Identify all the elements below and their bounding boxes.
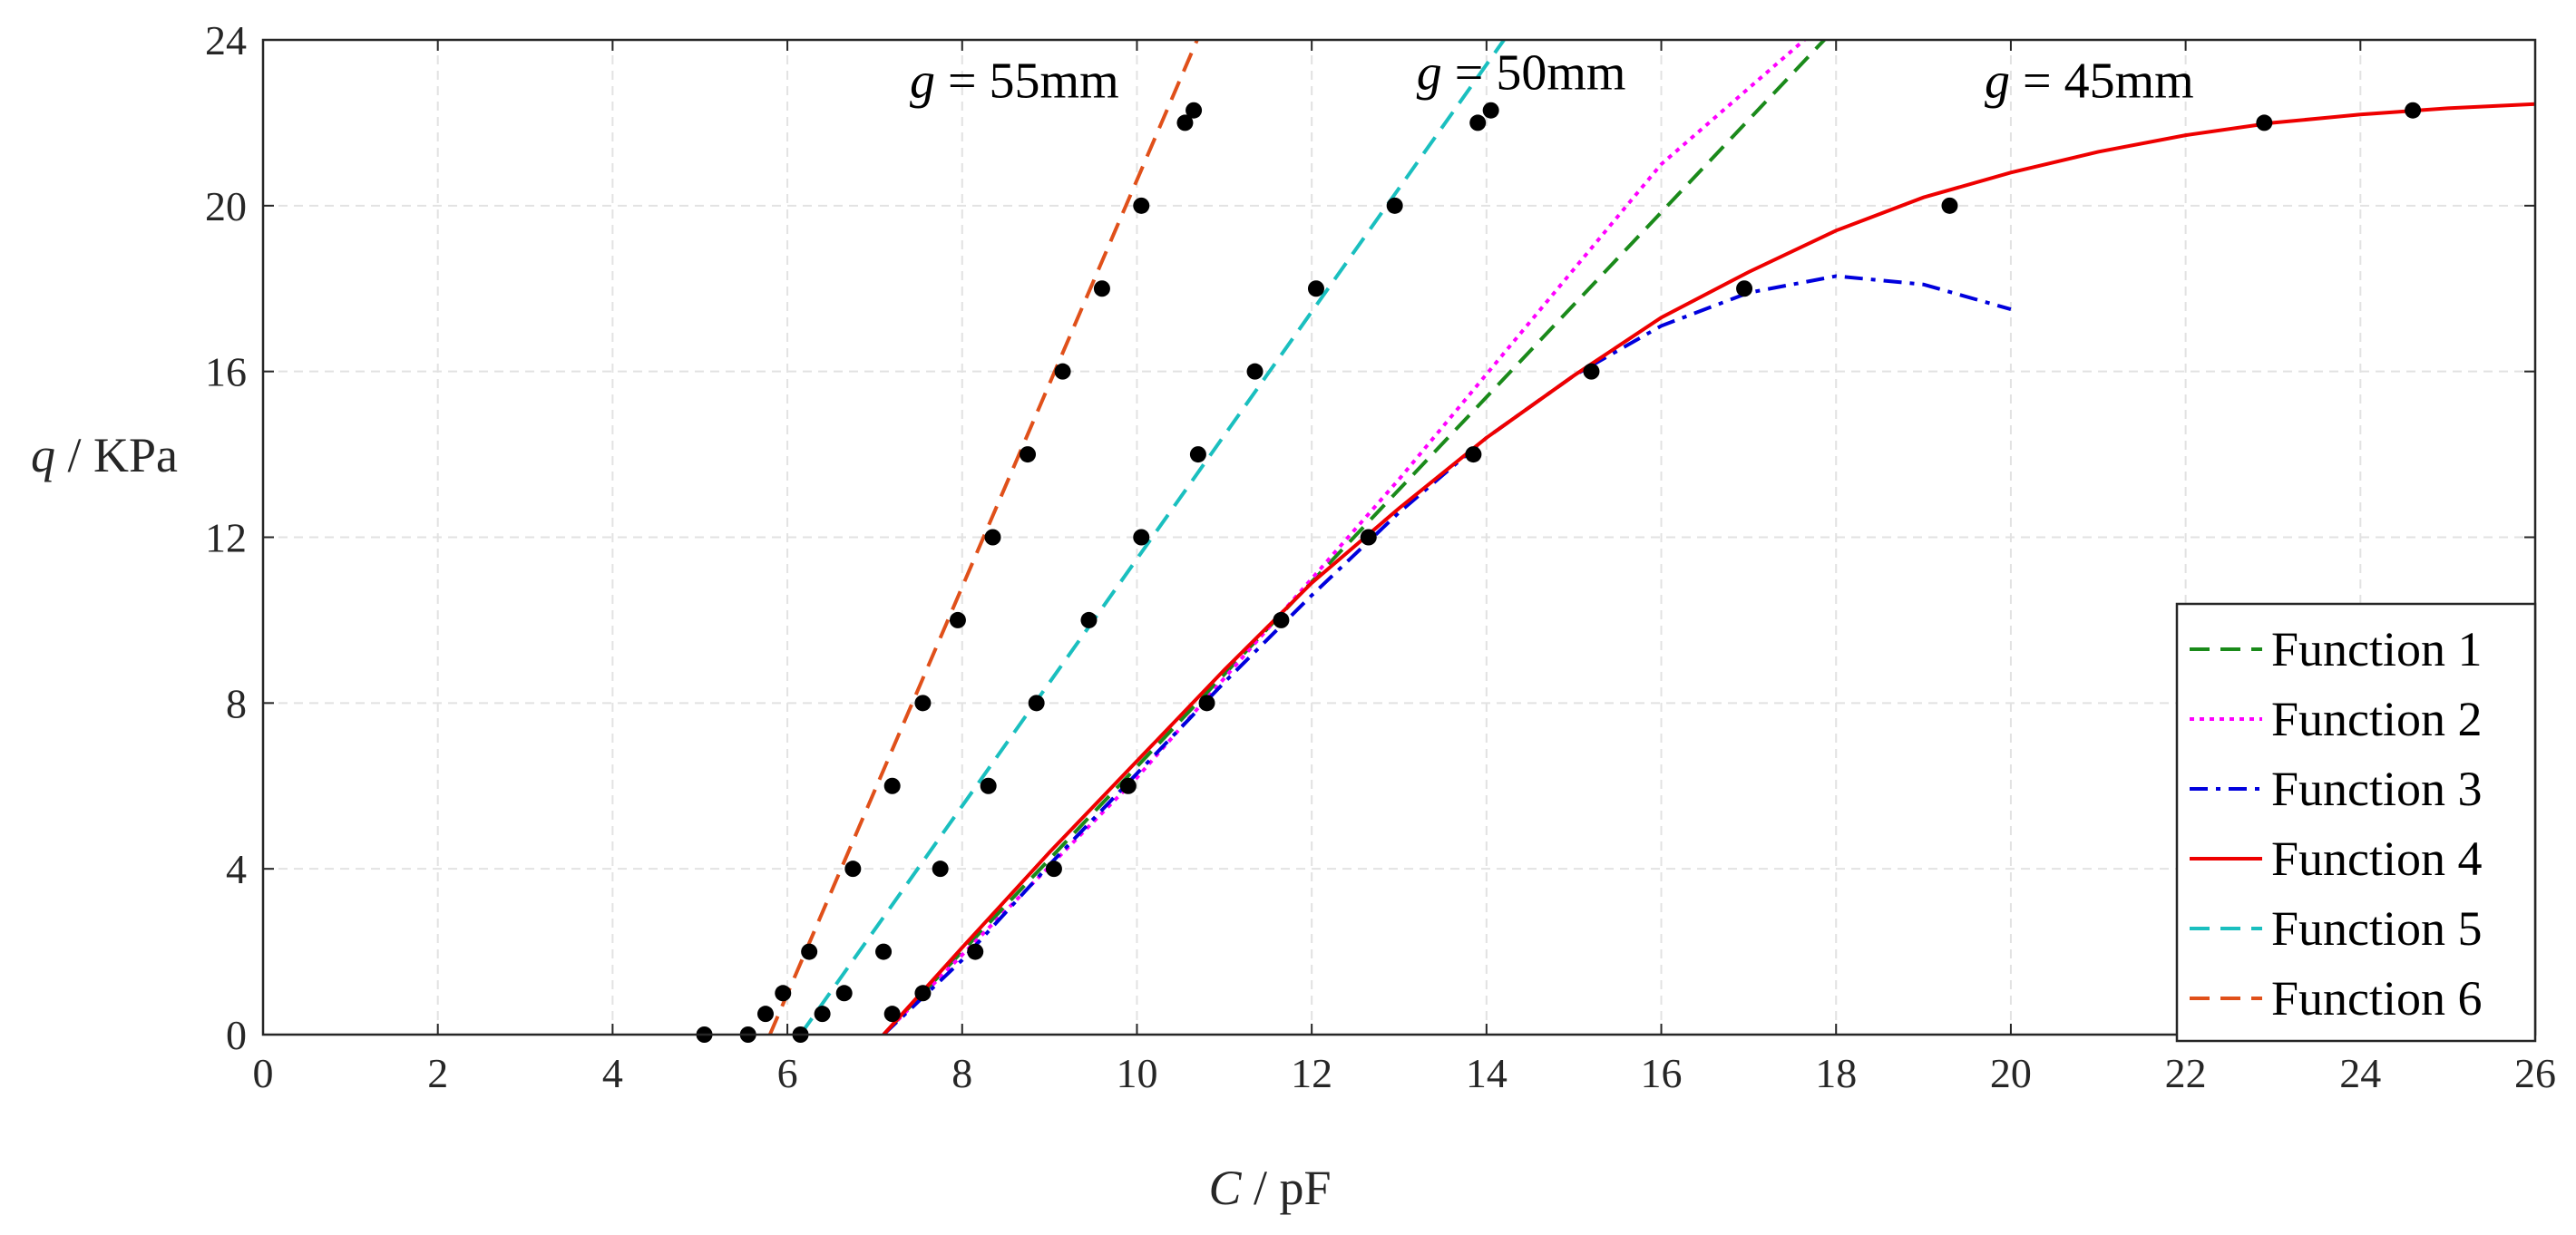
x-tick-label: 26: [2514, 1050, 2556, 1096]
data-point: [2405, 102, 2422, 119]
y-tick-label: 8: [226, 680, 247, 726]
x-tick-label: 18: [1815, 1050, 1857, 1096]
data-point: [1093, 280, 1110, 297]
x-tick-label: 0: [253, 1050, 274, 1096]
x-tick-label: 22: [2165, 1050, 2207, 1096]
annotation-gap: g = 45mm: [1985, 53, 2194, 110]
y-tick-label: 16: [205, 349, 247, 395]
gap-annotations: g = 55mm g = 50mm g = 45mm: [910, 45, 2194, 110]
data-point: [1189, 446, 1206, 463]
data-point: [1045, 861, 1062, 878]
data-point: [801, 943, 818, 960]
data-point: [814, 1006, 831, 1023]
data-point: [1176, 114, 1194, 131]
legend-label: Function 3: [2271, 762, 2483, 816]
data-point: [1186, 102, 1203, 119]
y-tick-label: 20: [205, 183, 247, 229]
x-axis-title: C / pF: [1208, 1161, 1331, 1215]
data-point: [967, 943, 984, 960]
annotation-gap: g = 50mm: [1417, 45, 1626, 102]
data-point: [1246, 363, 1264, 380]
data-point: [980, 777, 997, 794]
data-point: [1119, 777, 1137, 794]
measured-points: [696, 102, 2422, 1043]
x-tick-label: 20: [1990, 1050, 2032, 1096]
data-point: [2256, 114, 2273, 131]
x-tick-label: 2: [427, 1050, 448, 1096]
series-line-function-5: [798, 40, 1507, 1035]
legend-label: Function 1: [2271, 622, 2483, 676]
data-point: [1054, 363, 1071, 380]
x-tick-label: 16: [1641, 1050, 1683, 1096]
data-point: [914, 985, 932, 1002]
annotation-gap: g = 55mm: [910, 53, 1119, 110]
data-point: [1133, 197, 1150, 214]
x-tick-label: 24: [2339, 1050, 2381, 1096]
x-tick-label: 6: [777, 1050, 798, 1096]
data-point: [1386, 197, 1403, 214]
data-point: [1273, 611, 1290, 628]
series-line-function-1: [882, 40, 1827, 1035]
legend-label: Function 4: [2271, 831, 2483, 886]
y-tick-label: 0: [226, 1012, 247, 1058]
legend-box: [2175, 602, 2537, 1043]
data-point: [984, 529, 1001, 546]
legend-label: Function 2: [2271, 692, 2483, 746]
data-point: [949, 611, 966, 628]
data-point: [756, 1006, 774, 1023]
x-tick-label: 14: [1466, 1050, 1508, 1096]
legend: Function 1 Function 2 Function 3 Function 4…: [2175, 602, 2537, 1043]
series-line-function-6: [767, 40, 1199, 1035]
data-point: [883, 777, 901, 794]
data-point: [844, 861, 862, 878]
data-point: [835, 985, 853, 1002]
data-point: [1941, 197, 1958, 214]
y-tick-label: 24: [205, 17, 247, 63]
data-point: [1465, 446, 1482, 463]
data-point: [1736, 280, 1753, 297]
x-tick-label: 10: [1116, 1050, 1157, 1096]
data-point: [1469, 114, 1487, 131]
data-point: [1583, 363, 1600, 380]
data-point: [914, 695, 932, 712]
y-tick-label: 12: [205, 515, 247, 561]
data-point: [1028, 695, 1045, 712]
data-point: [775, 985, 792, 1002]
data-point: [1360, 529, 1377, 546]
legend-label: Function 6: [2271, 971, 2483, 1026]
data-point: [1020, 446, 1037, 463]
data-point: [1482, 102, 1499, 119]
data-point: [1198, 695, 1215, 712]
x-tick-label: 8: [951, 1050, 972, 1096]
data-point: [875, 943, 893, 960]
data-point: [932, 861, 949, 878]
data-point: [1307, 280, 1324, 297]
data-point: [883, 1006, 901, 1023]
x-tick-label: 4: [602, 1050, 623, 1096]
x-tick-label: 12: [1291, 1050, 1332, 1096]
legend-label: Function 5: [2271, 901, 2483, 956]
y-axis-title: q / KPa: [31, 428, 178, 482]
data-point: [1133, 529, 1150, 546]
y-tick-label: 4: [226, 846, 247, 892]
data-point: [1080, 611, 1098, 628]
